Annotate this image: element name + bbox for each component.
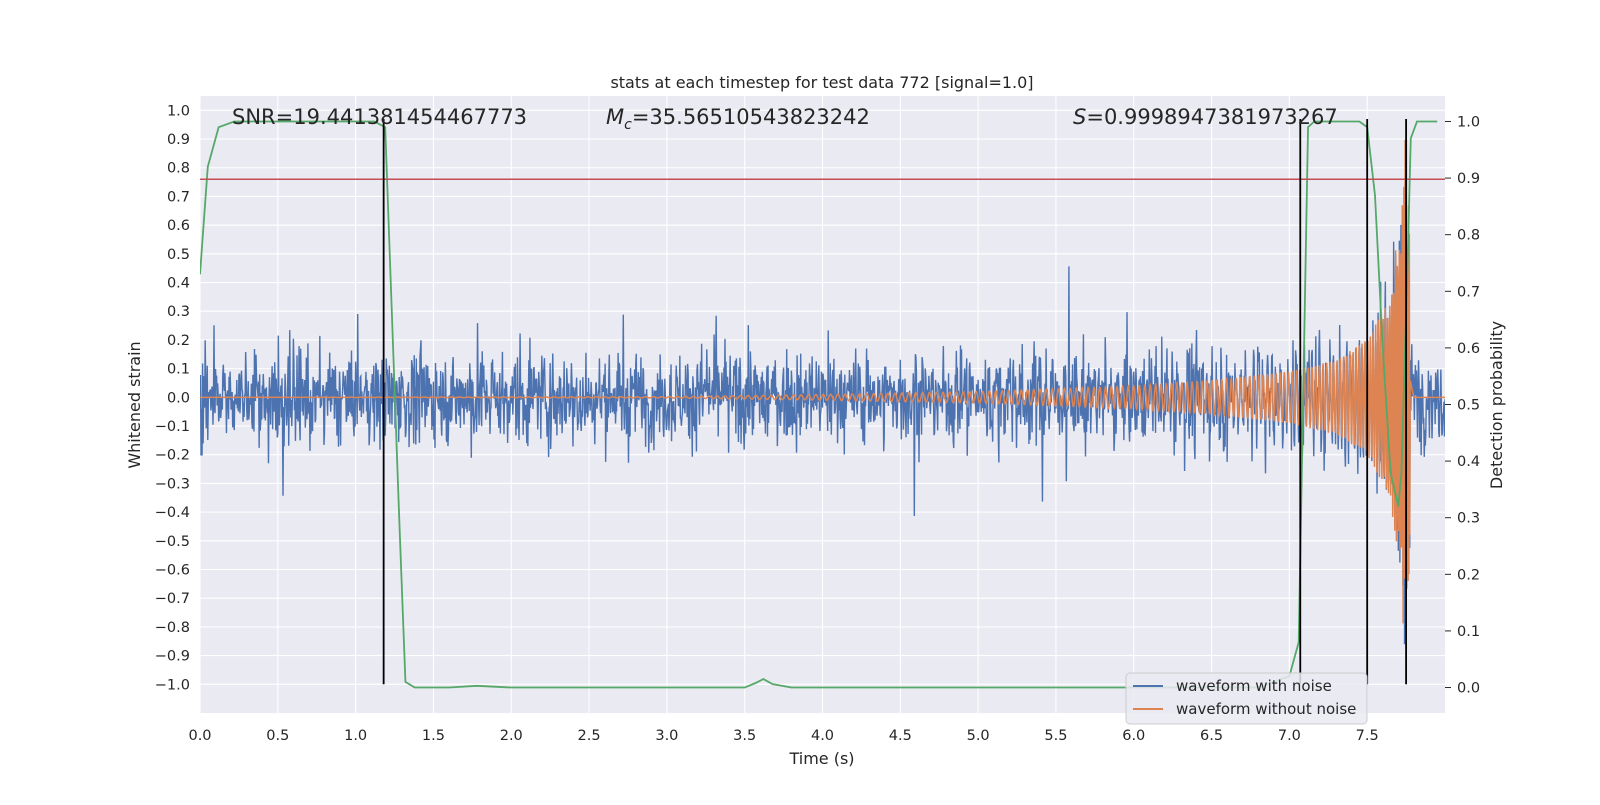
y-tick-label: −0.8 [155,620,190,636]
x-tick-label: 1.5 [422,728,445,744]
score-symbol: S [1073,105,1086,129]
x-tick-label: 5.0 [967,728,990,744]
y2-tick-label: 0.8 [1457,228,1480,244]
y2-tick-labels: 1.0 0.9 0.8 0.7 0.6 0.5 0.4 0.3 0.2 0.1 0.0 [1445,114,1480,696]
chirp-mass-annotation: Mc=35.56510543823242 [606,105,870,133]
y-tick-label: −0.3 [155,476,190,492]
chirp-mass-value: =35.56510543823242 [632,105,870,129]
x-tick-label: 1.0 [344,728,367,744]
x-tick-label: 3.5 [733,728,756,744]
x-tick-label: 2.5 [578,728,601,744]
y2-tick-label: 0.9 [1457,171,1480,187]
y-tick-label: 0.4 [167,276,190,292]
x-tick-label: 3.0 [655,728,678,744]
y-tick-label: −0.7 [155,591,190,607]
x-tick-label: 0.0 [188,728,211,744]
y-tick-labels: 1.0 0.9 0.8 0.7 0.6 0.5 0.4 0.3 0.2 0.1 0.0 −0.1 −0.… [155,103,190,693]
x-tick-label: 4.0 [811,728,834,744]
y-tick-label: 0.2 [167,333,190,349]
y-tick-label: 0.5 [167,247,190,263]
y2-tick-label: 0.3 [1457,511,1480,527]
y2-tick-label: 0.0 [1457,681,1480,697]
y2-tick-label: 0.6 [1457,341,1480,357]
score-annotation: S=0.9998947381973267 [1073,105,1338,129]
y-tick-label: 0.0 [167,390,190,406]
x-tick-label: 2.0 [500,728,523,744]
x-tick-label: 6.0 [1122,728,1145,744]
chirp-mass-symbol: M [606,105,624,129]
y-tick-label: −0.1 [155,419,190,435]
y-tick-label: 0.6 [167,218,190,234]
x-tick-label: 6.5 [1200,728,1223,744]
y2-tick-label: 0.2 [1457,567,1480,583]
y-axis-label: Whitened strain [125,341,144,468]
y-tick-label: 0.9 [167,132,190,148]
y2-tick-label: 0.5 [1457,398,1480,414]
x-tick-label: 7.0 [1278,728,1301,744]
x-tick-label: 7.5 [1356,728,1379,744]
legend-label-clean: waveform without noise [1176,700,1356,718]
snr-annotation: SNR=19.441381454467773 [232,105,527,129]
y-tick-label: −1.0 [155,677,190,693]
y-tick-label: 0.3 [167,304,190,320]
score-value: =0.9998947381973267 [1086,105,1337,129]
x-tick-label: 5.5 [1044,728,1067,744]
x-tick-labels: 0.0 0.5 1.0 1.5 2.0 2.5 3.0 3.5 4.0 4.5 5.0 5.5 6.0 6… [188,728,1378,744]
y-tick-label: −0.5 [155,534,190,550]
y-tick-label: 0.7 [167,189,190,205]
y-tick-label: −0.6 [155,563,190,579]
y2-tick-label: 1.0 [1457,114,1480,130]
x-axis-label: Time (s) [788,749,854,768]
chart-title: stats at each timestep for test data 772… [610,73,1033,92]
y-tick-label: 1.0 [167,103,190,119]
x-tick-label: 0.5 [266,728,289,744]
y-tick-label: 0.1 [167,362,190,378]
x-tick-label: 4.5 [889,728,912,744]
y-tick-label: 0.8 [167,161,190,177]
y2-tick-label: 0.7 [1457,284,1480,300]
y2-tick-label: 0.4 [1457,454,1480,470]
y2-tick-label: 0.1 [1457,624,1480,640]
y2-axis-label: Detection probability [1487,321,1506,489]
y-tick-label: −0.4 [155,505,190,521]
legend: waveform with noise waveform without noi… [1126,673,1367,724]
legend-label-noisy: waveform with noise [1176,677,1332,695]
y-tick-label: −0.9 [155,649,190,665]
y-tick-label: −0.2 [155,448,190,464]
